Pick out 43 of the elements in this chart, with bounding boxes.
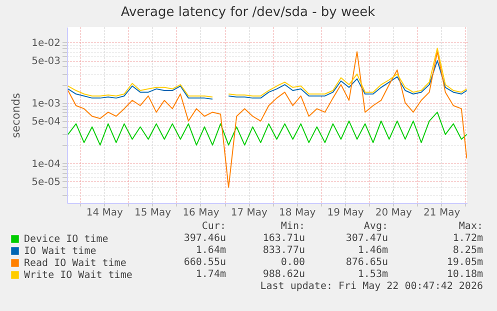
text: 10.18m — [446, 269, 483, 280]
x-tick-label: 21 May — [424, 208, 460, 218]
text: 0.00 — [280, 257, 305, 268]
text: Cur: — [202, 221, 226, 232]
y-tick-label: 1e-03 — [32, 98, 60, 110]
y-tick-label: 5e-05 — [32, 176, 60, 188]
x-tick-label: 20 May — [375, 208, 412, 218]
text: 163.71u — [262, 233, 305, 244]
x-tick-label: 19 May — [327, 208, 364, 218]
legend-label: Read IO Wait time — [24, 258, 126, 269]
text: Avg: — [364, 221, 388, 232]
x-tick-label: 16 May — [182, 208, 220, 218]
y-tick-label: 1e-02 — [32, 38, 60, 49]
text: 1.53m — [358, 269, 388, 280]
text: 397.46u — [184, 233, 226, 244]
chart-title: Average latency for /dev/sda - by week — [120, 5, 376, 20]
text: 988.62u — [262, 269, 305, 280]
text: 876.65u — [346, 257, 388, 268]
text: Min: — [280, 221, 305, 232]
y-tick-label: 5e-04 — [32, 116, 60, 128]
text: 660.55u — [184, 257, 226, 268]
legend-label: Device IO time — [24, 234, 108, 245]
line-series — [68, 112, 467, 146]
text: Last update: Fri May 22 00:47:42 2026 — [260, 281, 483, 292]
legend-label: IO Wait time — [24, 246, 96, 257]
text: 1.74m — [196, 269, 226, 280]
y-tick-label: 1e-04 — [32, 158, 60, 170]
x-tick-label: 18 May — [279, 208, 316, 218]
text: 307.47u — [346, 233, 388, 244]
y-axis-title: seconds — [10, 92, 23, 138]
text: 1.72m — [452, 233, 483, 244]
text: Max: — [458, 221, 483, 232]
x-tick-label: 15 May — [134, 208, 172, 218]
y-tick-label: 5e-03 — [32, 56, 60, 68]
text: 8.25m — [452, 245, 483, 256]
line-series — [68, 51, 467, 188]
x-tick-label: 17 May — [230, 208, 268, 218]
text: 1.64m — [196, 245, 226, 256]
text: 19.05m — [446, 257, 483, 268]
x-tick-label: 14 May — [86, 208, 124, 218]
text: 833.77u — [262, 245, 305, 256]
text: 1.46m — [358, 245, 388, 256]
legend-label: Write IO Wait time — [24, 270, 132, 281]
